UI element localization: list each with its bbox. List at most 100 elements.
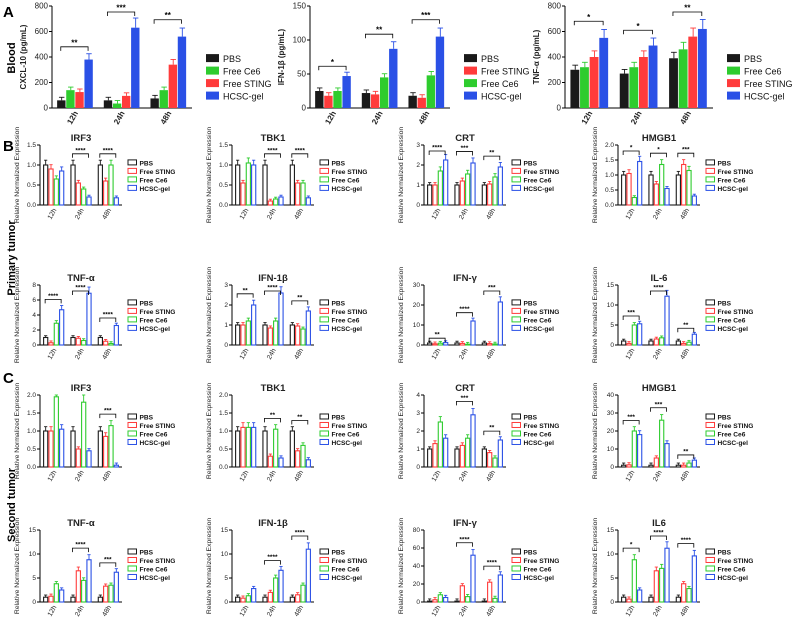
significance-label: ** — [376, 26, 383, 35]
y-axis-label: IFN-1β (pg/mL) — [277, 28, 286, 85]
significance-bracket — [291, 300, 309, 305]
y-axis-label: Relative Normalized Expression — [592, 518, 599, 615]
significance-bracket — [153, 19, 182, 24]
chart-b2: TBK1 0.0 0.5 1.0 1.5 Relative Normalized Expr… — [206, 127, 367, 224]
bar — [53, 178, 59, 206]
bar — [492, 176, 498, 206]
significance-bracket — [650, 152, 667, 158]
significance-bracket — [236, 293, 254, 298]
significance-bracket — [99, 153, 117, 158]
bar — [251, 588, 257, 603]
significance-bracket — [483, 430, 501, 436]
y-tick-label: 0.5 — [605, 187, 614, 194]
significance-label: *** — [627, 414, 635, 421]
y-tick-label: 200 — [35, 78, 49, 87]
bar — [432, 599, 438, 603]
bar — [81, 339, 87, 346]
chart-title: IFN-γ — [453, 518, 477, 529]
significance-bracket — [264, 153, 281, 158]
bar — [637, 323, 643, 346]
y-tick-label: 5 — [610, 575, 614, 582]
significance-label: *** — [104, 556, 112, 563]
legend-label: PBS — [524, 160, 538, 167]
legend-label: HCSC-gel — [718, 326, 749, 333]
legend-label: HCSC-gel — [140, 440, 171, 447]
x-tick-label: 48h — [101, 469, 113, 483]
bar — [75, 337, 81, 346]
bar — [305, 197, 311, 206]
chart-title: HMGB1 — [642, 383, 677, 394]
significance-label: ** — [165, 11, 172, 20]
bar — [103, 100, 113, 108]
significance-label: **** — [459, 536, 470, 543]
bar — [75, 182, 81, 206]
significance-bracket — [365, 33, 394, 39]
bar — [43, 164, 49, 206]
bar — [108, 425, 114, 468]
legend-label: PBS — [524, 300, 538, 307]
significance-label: **** — [459, 306, 470, 313]
x-tick-label: 24h — [74, 604, 86, 618]
chart-c5: TNF-α 0 5 10 15 Relative Normalized Expressio… — [14, 518, 175, 618]
row-label-second-tumor: Second tumor — [6, 467, 18, 542]
legend-swatch — [727, 66, 740, 75]
y-tick-label: 0.5 — [219, 446, 228, 453]
bar — [81, 401, 87, 468]
bar — [492, 343, 498, 346]
legend-label: PBS — [718, 160, 732, 167]
legend-label: Free Ce6 — [332, 431, 360, 438]
legend-swatch — [319, 430, 329, 437]
y-tick-label: 3 — [224, 282, 228, 289]
legend-swatch — [511, 556, 521, 563]
x-tick-label: 24h — [458, 207, 470, 221]
significance-label: **** — [432, 145, 443, 152]
bar — [629, 67, 639, 108]
y-tick-label: 80 — [413, 527, 421, 534]
significance-label: **** — [487, 560, 498, 567]
chart-title: TNF-α — [67, 518, 95, 529]
bar — [691, 195, 697, 206]
bar — [443, 596, 449, 603]
y-tick-label: 0 — [610, 342, 614, 349]
bar — [273, 320, 279, 346]
bar — [103, 180, 109, 206]
bar — [84, 59, 93, 108]
bar — [653, 457, 659, 468]
legend-label: Free STING — [223, 79, 272, 89]
significance-bracket — [291, 420, 309, 425]
legend-label: Free STING — [332, 558, 368, 565]
bar — [43, 430, 49, 468]
legend-swatch — [705, 324, 715, 331]
significance-label: *** — [682, 147, 690, 154]
x-tick-label: 12h — [431, 604, 443, 618]
significance-bracket — [650, 407, 667, 412]
y-tick-label: 5 — [32, 575, 36, 582]
y-tick-label: 10 — [607, 302, 615, 309]
legend-label: PBS — [332, 549, 346, 556]
bar — [465, 596, 471, 603]
chart-c7: IFN-γ 0 20 40 60 80 Relative Normalized Expres… — [398, 518, 559, 618]
bar — [48, 168, 54, 206]
bar — [66, 90, 75, 108]
bar — [697, 28, 707, 109]
bar — [131, 27, 140, 108]
y-axis-label: Relative Normalized Expression — [206, 127, 213, 224]
significance-bracket — [623, 29, 653, 35]
significance-label: ** — [683, 322, 689, 329]
legend-swatch — [705, 167, 715, 174]
bar — [300, 182, 306, 206]
bar — [97, 164, 103, 206]
significance-bracket — [264, 290, 281, 295]
bar — [370, 94, 380, 108]
y-tick-label: 2.0 — [27, 392, 36, 399]
x-tick-label: 24h — [266, 604, 278, 618]
y-tick-label: 1.5 — [27, 410, 36, 417]
legend-label: Free Ce6 — [140, 317, 168, 324]
chart-c4: HMGB1 0 10 20 30 40 Relative Normalized Expres… — [592, 383, 753, 483]
significance-label: ** — [683, 448, 689, 455]
legend-label: Free Ce6 — [524, 431, 552, 438]
legend-label: PBS — [718, 414, 732, 421]
bar — [686, 169, 692, 206]
bar — [437, 170, 443, 206]
legend-swatch — [127, 565, 137, 572]
